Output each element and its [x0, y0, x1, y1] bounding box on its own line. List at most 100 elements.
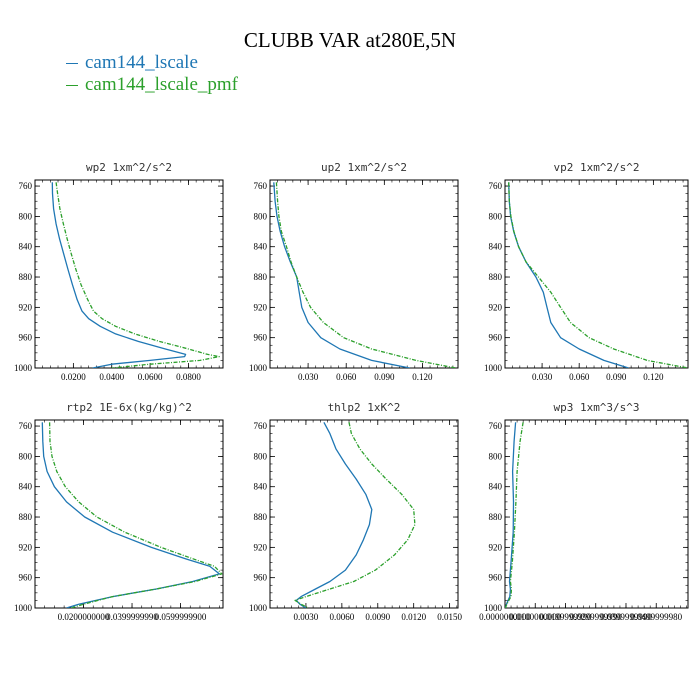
- x-tick-label: 0.060: [336, 372, 357, 382]
- x-tick-label: 0.120: [643, 372, 664, 382]
- plot-panel: wp3 1xm^3/s^30.00000000000.01000000000.0…: [479, 401, 689, 622]
- plot-frame: [34, 419, 224, 609]
- y-tick-label: 960: [19, 573, 33, 583]
- y-tick-label: 960: [489, 573, 503, 583]
- y-tick-label: 840: [254, 242, 268, 252]
- y-tick-label: 760: [489, 421, 503, 431]
- panel-title: thlp2 1xK^2: [328, 401, 401, 414]
- y-tick-label: 760: [19, 181, 33, 191]
- y-tick-label: 880: [19, 512, 33, 522]
- x-tick-label: 0.0800: [176, 372, 201, 382]
- y-tick-label: 840: [254, 482, 268, 492]
- y-tick-label: 960: [254, 573, 268, 583]
- series-line-lscale-pmf: [505, 422, 524, 608]
- y-tick-label: 800: [489, 451, 503, 461]
- y-tick-label: 840: [19, 482, 33, 492]
- series-line-lscale: [41, 422, 221, 608]
- legend-item-lscale-pmf: cam144_lscale_pmf: [66, 74, 238, 96]
- y-tick-label: 880: [254, 512, 268, 522]
- legend-label: cam144_lscale_pmf: [85, 74, 239, 95]
- x-tick-label: 0.120: [412, 372, 433, 382]
- figure-title: CLUBB VAR at280E,5N: [243, 28, 457, 52]
- y-tick-label: 1000: [14, 603, 33, 613]
- y-tick-label: 800: [19, 211, 33, 221]
- x-tick-label: 0.0399999990: [106, 612, 158, 622]
- legend-swatch: [66, 84, 78, 87]
- y-tick-label: 880: [19, 272, 33, 282]
- plot-frame: [504, 179, 689, 369]
- y-tick-label: 760: [19, 421, 33, 431]
- y-tick-label: 920: [19, 302, 33, 312]
- x-tick-label: 0.0199999990: [540, 612, 592, 622]
- legend: cam144_lscale cam144_lscale_pmf: [66, 52, 238, 96]
- y-tick-label: 800: [489, 211, 503, 221]
- x-tick-label: 0.0200000000: [58, 612, 110, 622]
- y-tick-label: 920: [254, 302, 268, 312]
- x-tick-label: 0.0090: [365, 612, 390, 622]
- series-line-lscale: [273, 182, 410, 368]
- plot-panel: vp2 1xm^2/s^2 0.030 0.060 0.090 0.120 760 800 8…: [484, 161, 689, 382]
- plot-frame: [504, 419, 689, 609]
- series-line-lscale: [295, 421, 373, 608]
- x-tick-label: 0.090: [606, 372, 627, 382]
- panel-title: wp2 1xm^2/s^2: [86, 161, 172, 174]
- x-tick-label: 0.0400: [99, 372, 124, 382]
- legend-label: cam144_lscale: [85, 52, 198, 73]
- x-tick-label: 0.0060: [329, 612, 354, 622]
- panel-title: vp2 1xm^2/s^2: [553, 161, 639, 174]
- y-tick-label: 800: [19, 451, 33, 461]
- series-line-lscale-pmf: [294, 422, 416, 608]
- x-tick-label: 0.0150: [437, 612, 462, 622]
- series-line-lscale-pmf: [275, 182, 456, 368]
- panel-title: wp3 1xm^3/s^3: [553, 401, 639, 414]
- y-tick-label: 880: [254, 272, 268, 282]
- x-tick-label: 0.0600: [138, 372, 163, 382]
- panel-title: up2 1xm^2/s^2: [321, 161, 407, 174]
- y-tick-label: 960: [489, 333, 503, 343]
- plot-panel: thlp2 1xK^2 0.0030 0.0060 0.0090 0.0120 0.015…: [249, 401, 462, 622]
- series-line-lscale: [51, 182, 187, 368]
- y-tick-label: 1000: [249, 603, 268, 613]
- y-tick-label: 840: [19, 242, 33, 252]
- y-tick-label: 760: [254, 421, 268, 431]
- panel-title: rtp2 1E-6x(kg/kg)^2: [66, 401, 192, 414]
- y-tick-label: 1000: [484, 363, 503, 373]
- y-tick-label: 920: [489, 542, 503, 552]
- plot-frame: [34, 179, 224, 369]
- series-line-lscale: [508, 182, 629, 368]
- x-tick-label: 0.090: [374, 372, 395, 382]
- plot-panel: up2 1xm^2/s^2 0.030 0.060 0.090 0.120 760 800 8…: [249, 161, 459, 382]
- y-tick-label: 920: [254, 542, 268, 552]
- x-tick-label: 0.0299999990: [570, 612, 622, 622]
- x-tick-label: 0.0599999900: [155, 612, 207, 622]
- y-tick-label: 840: [489, 242, 503, 252]
- y-tick-label: 880: [489, 272, 503, 282]
- x-tick-label: 0.030: [298, 372, 319, 382]
- plot-frame: [269, 179, 459, 369]
- y-tick-label: 760: [254, 181, 268, 191]
- series-line-lscale-pmf: [48, 422, 223, 608]
- y-tick-label: 840: [489, 482, 503, 492]
- y-tick-label: 800: [254, 211, 268, 221]
- x-tick-label: 0.0000000000: [479, 612, 531, 622]
- x-tick-label: 0.060: [569, 372, 590, 382]
- y-tick-label: 1000: [484, 603, 503, 613]
- plot-frame: [269, 419, 459, 609]
- series-line-lscale-pmf: [55, 182, 220, 368]
- legend-item-lscale: cam144_lscale: [66, 52, 238, 74]
- y-tick-label: 1000: [249, 363, 268, 373]
- legend-swatch: [66, 62, 78, 65]
- y-tick-label: 760: [489, 181, 503, 191]
- y-tick-label: 920: [489, 302, 503, 312]
- y-tick-label: 880: [489, 512, 503, 522]
- series-line-lscale-pmf: [508, 182, 688, 368]
- x-tick-label: 0.0399999990: [600, 612, 652, 622]
- plot-panel: rtp2 1E-6x(kg/kg)^2 0.02000000000.0399999…: [14, 401, 224, 622]
- y-tick-label: 960: [19, 333, 33, 343]
- y-tick-label: 1000: [14, 363, 33, 373]
- y-tick-label: 800: [254, 451, 268, 461]
- x-tick-label: 0.0120: [401, 612, 426, 622]
- x-tick-label: 0.0030: [294, 612, 319, 622]
- x-tick-label: 0.0100000000: [509, 612, 561, 622]
